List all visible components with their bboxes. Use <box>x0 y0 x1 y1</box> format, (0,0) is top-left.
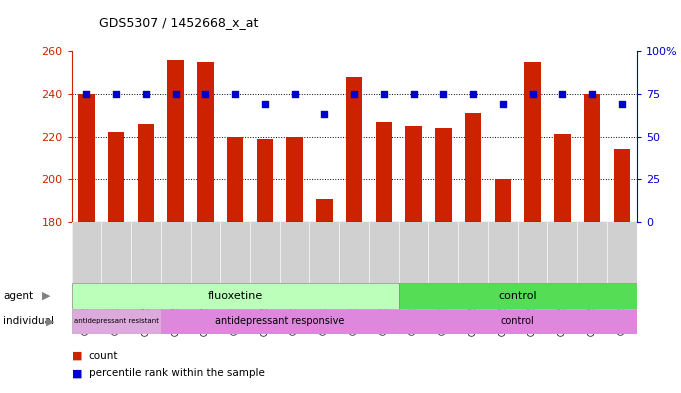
Point <box>170 91 181 97</box>
Bar <box>435 128 452 222</box>
Point <box>497 101 508 107</box>
Point <box>527 91 538 97</box>
Point <box>438 91 449 97</box>
Bar <box>72 309 161 334</box>
Text: fluoxetine: fluoxetine <box>208 291 263 301</box>
Point <box>468 91 479 97</box>
Text: GDS5307 / 1452668_x_at: GDS5307 / 1452668_x_at <box>99 17 258 29</box>
Text: percentile rank within the sample: percentile rank within the sample <box>89 368 264 378</box>
Point <box>81 91 92 97</box>
Text: control: control <box>501 316 535 326</box>
Bar <box>465 113 481 222</box>
Bar <box>72 283 399 309</box>
Point <box>259 101 270 107</box>
Point <box>319 111 330 118</box>
Bar <box>584 94 600 222</box>
Bar <box>316 198 332 222</box>
Bar <box>78 94 95 222</box>
Point <box>289 91 300 97</box>
Point <box>349 91 360 97</box>
Text: count: count <box>89 351 118 361</box>
Bar <box>554 134 571 222</box>
Bar <box>138 124 154 222</box>
Bar <box>346 77 362 222</box>
Bar <box>197 62 214 222</box>
Point <box>408 91 419 97</box>
Text: individual: individual <box>3 316 54 326</box>
Text: agent: agent <box>3 291 33 301</box>
Bar <box>257 139 273 222</box>
Point <box>200 91 211 97</box>
Bar <box>405 126 422 222</box>
Bar <box>108 132 125 222</box>
Bar <box>287 136 303 222</box>
Text: ▶: ▶ <box>42 291 50 301</box>
Bar <box>376 121 392 222</box>
Bar <box>399 283 637 309</box>
Bar <box>161 309 399 334</box>
Bar <box>399 309 637 334</box>
Point <box>140 91 151 97</box>
Text: control: control <box>498 291 537 301</box>
Text: ■: ■ <box>72 368 82 378</box>
Bar <box>227 136 243 222</box>
Bar <box>168 60 184 222</box>
Text: antidepressant resistant: antidepressant resistant <box>74 318 159 324</box>
Text: ▶: ▶ <box>46 316 54 326</box>
Bar <box>524 62 541 222</box>
Point <box>111 91 122 97</box>
Point <box>229 91 240 97</box>
Text: antidepressant responsive: antidepressant responsive <box>215 316 345 326</box>
Point <box>557 91 568 97</box>
Text: ■: ■ <box>72 351 82 361</box>
Point <box>616 101 627 107</box>
Bar <box>614 149 630 222</box>
Point <box>586 91 597 97</box>
Bar <box>494 179 511 222</box>
Point <box>379 91 390 97</box>
